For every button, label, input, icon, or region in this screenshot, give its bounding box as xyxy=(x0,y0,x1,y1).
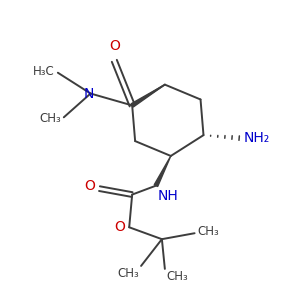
Text: O: O xyxy=(84,179,95,193)
Text: CH₃: CH₃ xyxy=(198,225,219,238)
Text: NH₂: NH₂ xyxy=(244,131,270,145)
Text: O: O xyxy=(114,220,125,234)
Text: N: N xyxy=(84,86,94,100)
Text: H₃C: H₃C xyxy=(33,65,55,78)
Text: O: O xyxy=(109,39,120,53)
Polygon shape xyxy=(131,85,165,107)
Text: NH: NH xyxy=(158,189,178,202)
Polygon shape xyxy=(154,156,171,187)
Text: CH₃: CH₃ xyxy=(118,267,140,280)
Text: CH₃: CH₃ xyxy=(39,112,61,125)
Text: CH₃: CH₃ xyxy=(166,270,188,284)
